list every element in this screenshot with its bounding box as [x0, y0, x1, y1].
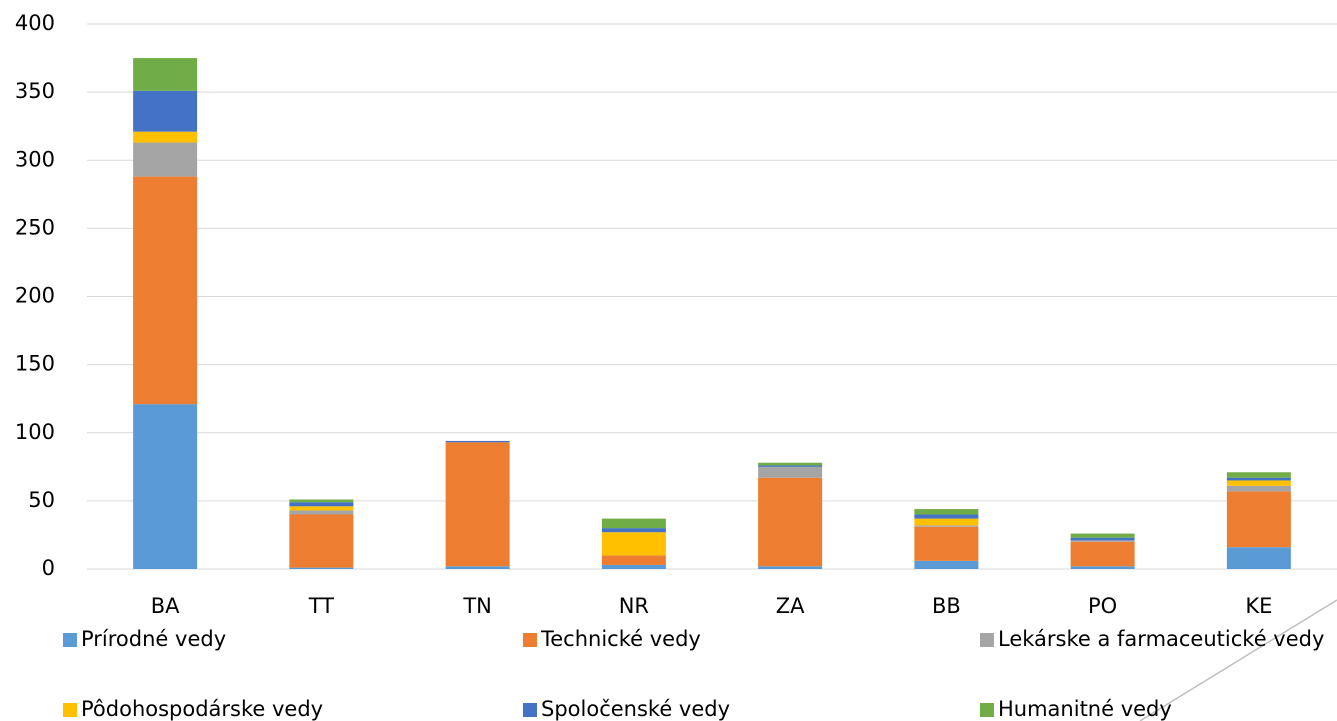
bar-segment: [914, 514, 979, 519]
bar-segment: [289, 502, 354, 507]
legend-swatch: [523, 703, 537, 717]
bar-segment: [758, 466, 823, 478]
legend-label: Pôdohospodárske vedy: [81, 697, 323, 721]
bar-segment: [601, 518, 666, 529]
bar-segment: [445, 566, 510, 569]
legend-swatch: [63, 633, 77, 647]
y-tick-label: 350: [15, 79, 55, 103]
legend-label: Technické vedy: [540, 627, 701, 651]
x-tick-label: NR: [619, 594, 649, 618]
bar-segment: [758, 462, 823, 466]
bar-segment: [133, 142, 198, 177]
legend-swatch: [63, 703, 77, 717]
y-tick-label: 200: [15, 284, 55, 308]
x-tick-label: TN: [462, 594, 492, 618]
y-tick-label: 300: [15, 147, 55, 171]
bar-segment: [914, 509, 979, 515]
y-tick-label: 400: [15, 11, 55, 35]
bar-segment: [289, 499, 354, 503]
bar-segment: [758, 477, 823, 567]
y-tick-label: 250: [15, 215, 55, 239]
bar-segment: [445, 442, 510, 567]
bar-segment: [601, 532, 666, 556]
x-tick-label: BB: [932, 594, 961, 618]
bar-segment: [289, 567, 354, 569]
bar-segment: [1070, 533, 1135, 538]
x-tick-label: TT: [308, 594, 334, 618]
bar-segment: [1070, 566, 1135, 569]
bar-segment: [601, 564, 666, 569]
bar-segment: [1070, 540, 1135, 542]
bar-segment: [1070, 537, 1135, 541]
legend-label: Prírodné vedy: [81, 627, 226, 651]
bar-segment: [133, 58, 198, 91]
bar-segment: [914, 560, 979, 569]
bar-segment: [133, 90, 198, 132]
bar-segment: [289, 510, 354, 515]
bar-segment: [914, 525, 979, 527]
bar-segment: [1226, 547, 1291, 569]
bar-segment: [1226, 477, 1291, 481]
y-tick-label: 150: [15, 352, 55, 376]
bar-segment: [601, 555, 666, 565]
bar-segment: [289, 506, 354, 511]
x-tick-label: KE: [1245, 594, 1272, 618]
y-tick-label: 0: [42, 556, 55, 580]
y-tick-label: 100: [15, 420, 55, 444]
bar-segment: [914, 518, 979, 526]
bar-segment: [1226, 491, 1291, 548]
legend-swatch: [980, 633, 994, 647]
bar-segment: [289, 514, 354, 568]
legend-swatch: [523, 633, 537, 647]
legend-label: Lekárske a farmaceutické vedy: [998, 627, 1324, 651]
bar-segment: [1070, 541, 1135, 567]
legend-label: Spoločenské vedy: [541, 697, 730, 721]
bar-segment: [758, 566, 823, 569]
legend-label: Humanitné vedy: [998, 697, 1172, 721]
x-tick-label: ZA: [776, 594, 805, 618]
bar-segment: [914, 526, 979, 561]
bar-segment: [133, 404, 198, 569]
bar-segment: [1226, 480, 1291, 486]
y-tick-label: 50: [28, 488, 55, 512]
legend-swatch: [980, 703, 994, 717]
bar-segment: [133, 176, 198, 405]
bar-segment: [445, 440, 510, 443]
bar-segment: [601, 528, 666, 533]
bar-segment: [1226, 485, 1291, 492]
x-tick-label: PO: [1088, 594, 1117, 618]
bar-segment: [1226, 472, 1291, 478]
bar-segment: [758, 465, 823, 467]
bar-segment: [133, 131, 198, 143]
decor-line: [1139, 599, 1337, 721]
x-tick-label: BA: [151, 594, 180, 618]
